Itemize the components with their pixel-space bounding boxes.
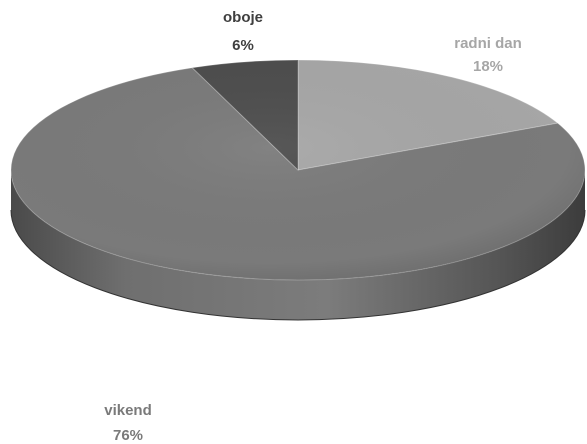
pie-side-wall [11, 170, 585, 320]
slice-label-vikend: vikend [104, 402, 152, 419]
pie-top-shading [11, 60, 585, 280]
slice-label-radni-dan: radni dan [454, 35, 522, 52]
slice-label-oboje: oboje [223, 9, 263, 26]
slice-value-oboje: 6% [232, 37, 254, 54]
pie-bottom-edge [10, 209, 586, 321]
slice-value-radni-dan: 18% [473, 58, 503, 75]
slice-value-vikend: 76% [113, 427, 143, 444]
